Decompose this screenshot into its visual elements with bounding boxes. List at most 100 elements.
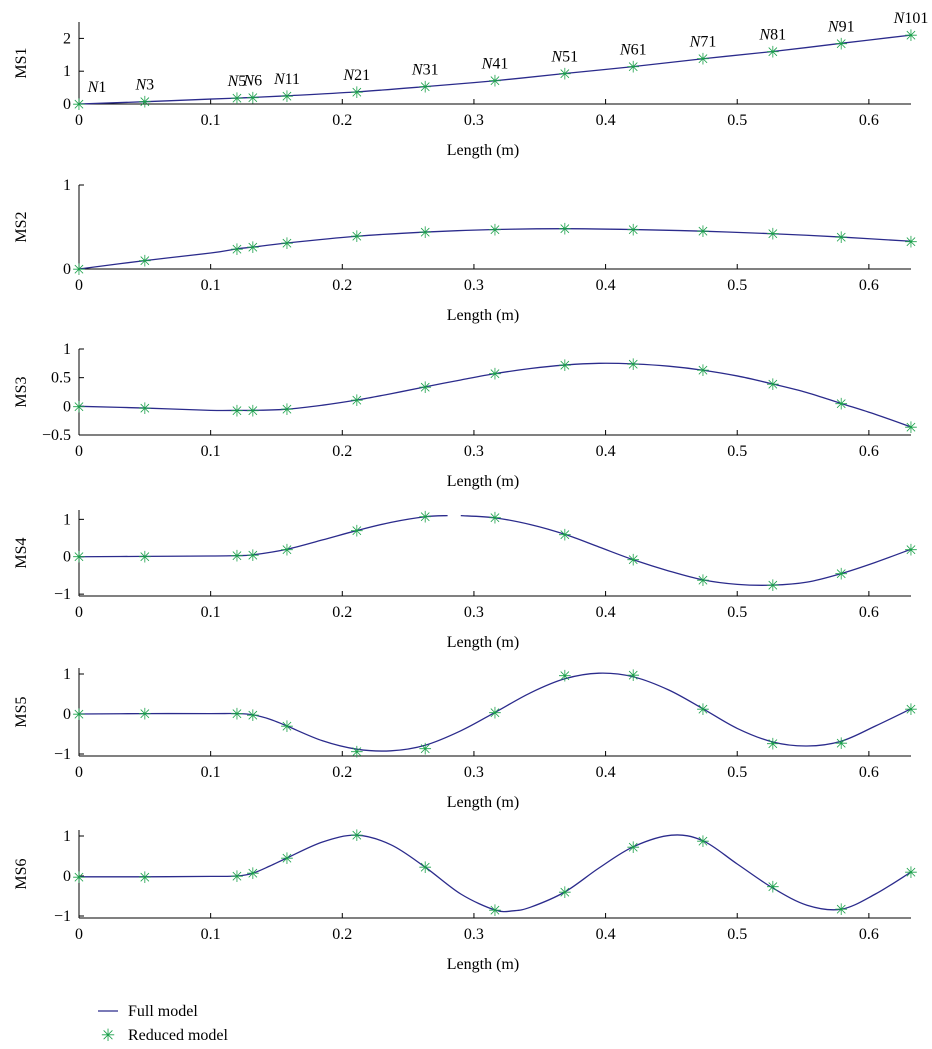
- node-label-number: 101: [904, 10, 928, 27]
- y-axis-title: MS1: [13, 47, 30, 78]
- full-model-line: [78, 34, 912, 105]
- node-label-prefix: N: [273, 71, 286, 88]
- node-label-number: 71: [700, 34, 716, 51]
- reduced-model-marker: ✳: [627, 838, 640, 857]
- x-tick-label: 0.3: [464, 926, 484, 943]
- reduced-model-marker: ✳: [419, 508, 432, 527]
- x-tick-label: 0.2: [332, 604, 352, 621]
- reduced-model-marker: ✳: [627, 58, 640, 77]
- x-tick-label: 0.4: [596, 112, 616, 129]
- reduced-model-marker: ✳: [138, 399, 151, 418]
- reduced-model-marker: ✳: [246, 546, 259, 565]
- y-tick-label: 1: [63, 828, 71, 845]
- reduced-model-marker: ✳: [230, 89, 243, 108]
- reduced-model-marker: ✳: [835, 228, 848, 247]
- y-tick-label: −1: [54, 908, 71, 925]
- reduced-model-marker: ✳: [350, 826, 363, 845]
- y-tick-label: 1: [63, 511, 71, 528]
- y-tick-label: 0: [63, 261, 71, 278]
- node-label-number: 31: [423, 62, 439, 79]
- node-label-N61: N61: [619, 42, 647, 59]
- y-axis-title: MS5: [13, 696, 30, 727]
- x-tick-label: 0.5: [727, 764, 747, 781]
- y-tick-label: 0: [63, 549, 71, 566]
- reduced-model-marker: ✳: [766, 43, 779, 62]
- node-label-prefix: N: [87, 79, 100, 96]
- node-label-prefix: N: [893, 10, 906, 27]
- reduced-model-marker: ✳: [138, 93, 151, 112]
- node-label-number: 81: [770, 27, 786, 44]
- x-tick-label: 0: [75, 112, 83, 129]
- x-axis-title: Length (m): [447, 473, 519, 490]
- node-label-prefix: N: [134, 77, 147, 94]
- x-tick-label: 0: [75, 604, 83, 621]
- full-model-line: [460, 514, 912, 586]
- reduced-model-marker: ✳: [72, 397, 85, 416]
- reduced-model-marker: ✳: [230, 547, 243, 566]
- node-label-N21: N21: [342, 67, 370, 84]
- reduced-model-marker: ✳: [488, 901, 501, 920]
- y-tick-label: −1: [54, 746, 71, 763]
- reduced-model-marker: ✳: [280, 540, 293, 559]
- x-tick-label: 0.4: [596, 926, 616, 943]
- reduced-model-marker: ✳: [419, 739, 432, 758]
- y-axis-title: MS2: [13, 211, 30, 242]
- y-axis-title: MS3: [13, 376, 30, 407]
- reduced-model-marker: ✳: [835, 394, 848, 413]
- node-label-prefix: N: [619, 42, 632, 59]
- x-tick-label: 0.2: [332, 112, 352, 129]
- node-label-N41: N41: [481, 56, 509, 73]
- node-label-prefix: N: [827, 18, 840, 35]
- x-tick-label: 0: [75, 443, 83, 460]
- reduced-model-marker: ✳: [246, 706, 259, 725]
- reduced-model-marker: ✳: [350, 391, 363, 410]
- reduced-model-marker: ✳: [246, 864, 259, 883]
- reduced-model-marker: ✳: [246, 401, 259, 420]
- reduced-model-marker: ✳: [138, 547, 151, 566]
- node-label-number: 6: [254, 72, 262, 89]
- y-tick-label: −0.5: [42, 427, 71, 444]
- node-label-number: 5: [238, 73, 246, 90]
- reduced-model-marker: ✳: [488, 221, 501, 240]
- node-label-number: 41: [492, 56, 508, 73]
- reduced-model-marker: ✳: [72, 705, 85, 724]
- node-label-number: 11: [285, 71, 300, 88]
- x-axis-title: Length (m): [447, 956, 519, 973]
- reduced-model-marker: ✳: [835, 734, 848, 753]
- x-tick-label: 0.5: [727, 926, 747, 943]
- reduced-model-marker: ✳: [627, 221, 640, 240]
- y-tick-label: −1: [54, 586, 71, 603]
- reduced-model-marker: ✳: [766, 375, 779, 394]
- node-label-prefix: N: [242, 72, 255, 89]
- x-axis-title: Length (m): [447, 794, 519, 811]
- node-label-prefix: N: [758, 27, 771, 44]
- node-label-number: 3: [146, 77, 154, 94]
- reduced-model-marker: ✳: [627, 551, 640, 570]
- x-tick-label: 0.4: [596, 277, 616, 294]
- reduced-model-marker: ✳: [280, 400, 293, 419]
- y-tick-label: 0.5: [51, 370, 71, 387]
- reduced-model-marker: ✳: [558, 64, 571, 83]
- y-tick-label: 2: [63, 30, 71, 47]
- reduced-model-marker: ✳: [72, 548, 85, 567]
- x-tick-label: 0.1: [201, 764, 221, 781]
- reduced-model-marker: ✳: [766, 576, 779, 595]
- reduced-model-marker: ✳: [230, 705, 243, 724]
- x-tick-label: 0.2: [332, 277, 352, 294]
- reduced-model-marker: ✳: [904, 700, 917, 719]
- full-model-line: [78, 228, 912, 270]
- x-tick-label: 0.3: [464, 604, 484, 621]
- reduced-model-marker: ✳: [558, 525, 571, 544]
- y-tick-label: 0: [63, 706, 71, 723]
- reduced-model-marker: ✳: [350, 83, 363, 102]
- reduced-model-marker: ✳: [696, 50, 709, 69]
- y-tick-label: 1: [63, 63, 71, 80]
- reduced-model-marker: ✳: [696, 361, 709, 380]
- reduced-model-marker: ✳: [419, 223, 432, 242]
- reduced-model-marker: ✳: [904, 540, 917, 559]
